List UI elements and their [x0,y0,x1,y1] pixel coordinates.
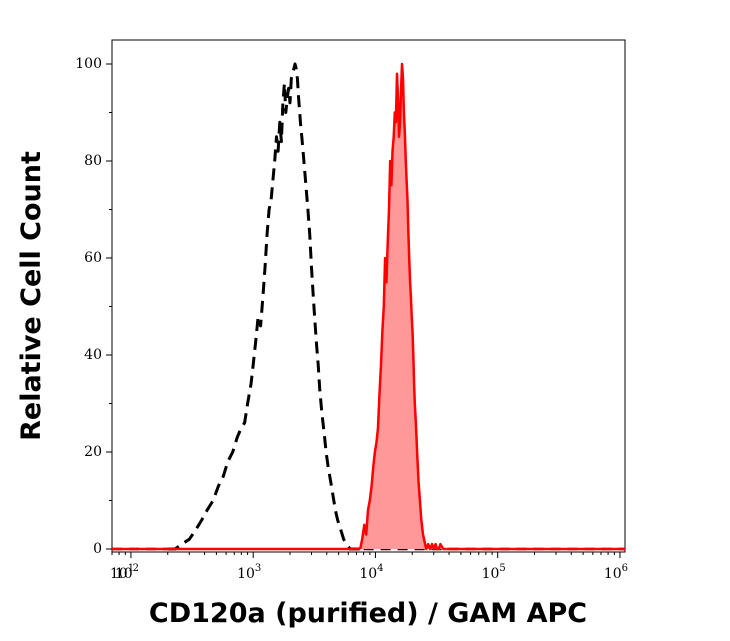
y-axis: 0 20 40 60 80 100 [75,56,112,557]
y-tick-label: 40 [84,347,102,363]
y-tick-label: 0 [93,541,102,557]
x-tick-label: 104 [359,563,383,582]
y-tick-label: 20 [84,444,102,460]
y-axis-title: Relative Cell Count [16,151,47,441]
x-tick-label: 101 [110,563,134,582]
x-axis-title: CD120a (purified) / GAM APC [149,598,587,629]
x-tick-label: 105 [482,563,506,582]
series-1-line [358,62,447,551]
y-tick-label: 80 [84,153,102,169]
series-0-line [167,62,364,551]
y-tick-label: 100 [75,56,102,72]
x-tick-label: 106 [604,563,628,582]
y-tick-label: 60 [84,250,102,266]
x-tick-label: 103 [237,563,261,582]
x-tick-label: 102 [115,563,139,582]
series-1-fill [360,64,447,549]
series-layer [112,62,625,551]
plot-frame [111,39,626,553]
